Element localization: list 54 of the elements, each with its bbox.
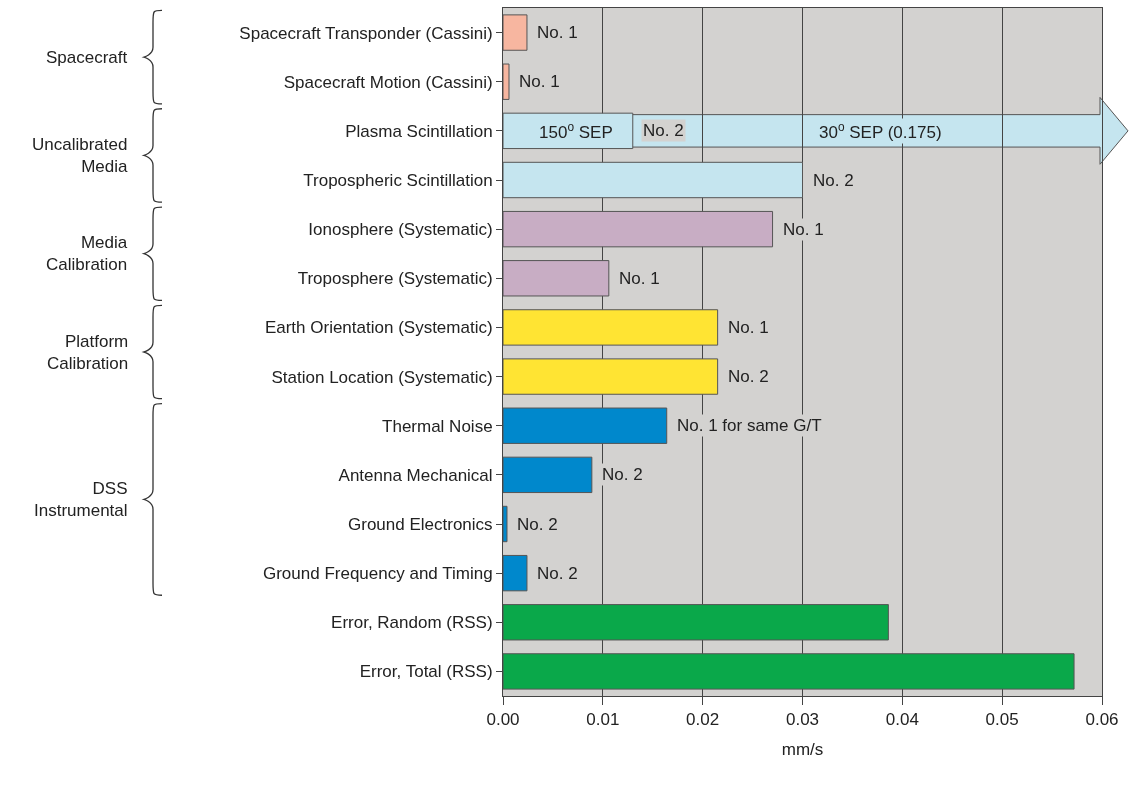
bar [503,653,1075,690]
bar [503,456,593,494]
y-tick-label: Thermal Noise [382,416,493,436]
annotation: No. 1 [519,72,560,91]
annotation: 30$^{o}$ SEP (0.175) [819,120,942,143]
y-tick-label: Ground Electronics [348,514,493,534]
y-tick-label: Error, Random (RSS) [331,613,493,633]
y-tick-label: Spacecraft Motion (Cassini) [283,72,493,92]
x-tick-label: 0.06 [1085,710,1119,730]
annotation: No. 1 [619,269,660,288]
y-tick-label: Tropospheric Scintillation [303,170,493,190]
annotation: No. 2 [728,367,769,386]
annotation: No. 2 [643,121,684,140]
text: Platform Calibration [47,332,129,374]
bar [503,407,668,444]
annotation: No. 2 [602,465,643,484]
text: Uncalibrated Media [32,135,128,177]
annotation: No. 1 [728,318,769,337]
x-axis-title: mm/s [781,739,824,759]
x-tick-label: 0.03 [785,710,820,730]
annotation: No. 1 for same G/T [677,416,822,435]
annotation: No. 2 [517,515,558,534]
y-tick-label: Ground Frequency and Timing [262,564,493,584]
x-tick-label: 0.01 [586,710,620,730]
x-tick-label: 0.04 [885,710,919,730]
y-tick-label: Ionosphere (Systematic) [308,220,493,240]
x-tick-label: 0.02 [686,710,720,730]
bar [503,63,510,100]
y-tick-label: Station Location (Systematic) [271,367,493,387]
x-tick-label: 0.05 [985,710,1019,730]
y-tick-label: Earth Orientation (Systematic) [264,318,493,338]
bar [503,554,528,592]
y-tick-label: Troposphere (Systematic) [297,269,493,289]
annotation: No. 1 [537,23,578,42]
text: Spacecraft [46,48,128,67]
text: DSS Instrumental [34,479,128,521]
annotation: No. 2 [537,564,578,583]
bar [503,309,719,346]
bar [503,161,803,199]
y-tick-label: Spacecraft Transponder (Cassini) [239,23,493,43]
y-tick-label: Error, Total (RSS) [359,662,493,682]
x-tick-label: 0.00 [486,710,520,730]
bar [503,505,508,543]
bar [503,14,528,51]
y-tick-label: Plasma Scintillation [345,121,493,141]
annotation: No. 1 [783,220,824,239]
annotation: No. 2 [813,171,854,190]
bar [503,358,719,395]
bar [503,210,774,248]
bar [503,260,610,297]
bar [503,604,889,641]
annotation: 150$^{o}$ SEP [539,120,613,143]
y-tick-label: Antenna Mechanical [338,465,493,485]
text: Media Calibration [46,233,128,275]
